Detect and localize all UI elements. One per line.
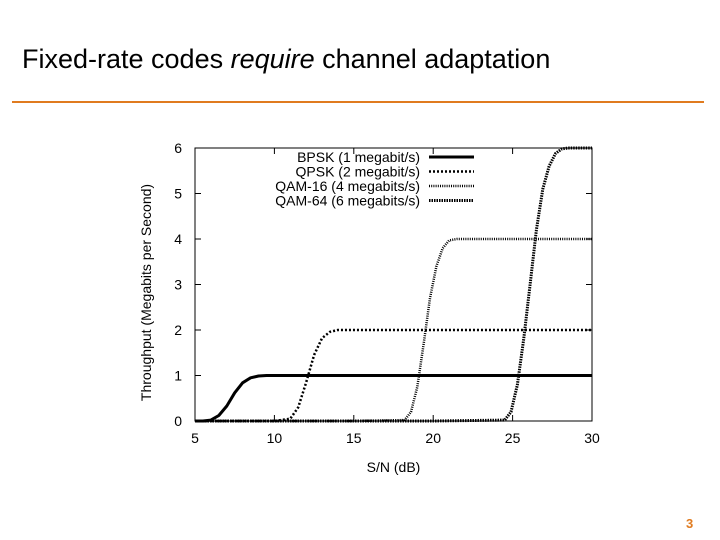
y-tick-label: 0 [174, 413, 182, 429]
legend-label-3: QAM-16 (4 megabits/s) [275, 178, 420, 194]
x-tick-label: 20 [425, 430, 441, 446]
x-tick-label: 5 [191, 430, 199, 446]
y-tick-label: 5 [174, 186, 182, 202]
x-tick-label: 25 [505, 430, 521, 446]
title-emphasis: require [230, 44, 315, 74]
y-tick-label: 2 [174, 322, 182, 338]
legend-label-1: BPSK (1 megabit/s) [297, 149, 420, 165]
y-tick-label: 1 [174, 368, 182, 384]
x-tick-label: 30 [584, 430, 600, 446]
x-tick-label: 10 [267, 430, 283, 446]
series-line-1 [195, 374, 592, 423]
legend-label-2: QPSK (2 megabit/s) [296, 164, 421, 180]
series-line-3 [195, 237, 592, 423]
series-line-4 [195, 146, 592, 423]
y-tick-label: 6 [174, 140, 182, 156]
title-text-part: channel adaptation [314, 44, 551, 74]
title-underline-rule [12, 101, 704, 103]
y-tick-label: 3 [174, 277, 182, 293]
series-line-2 [195, 328, 592, 423]
y-tick-label: 4 [174, 231, 182, 247]
x-axis-label: S/N (dB) [367, 459, 421, 475]
title-text-part: Fixed-rate codes [22, 44, 231, 74]
page-number: 3 [686, 516, 694, 531]
x-tick-label: 15 [346, 430, 362, 446]
y-axis-label: Throughput (Megabits per Second) [138, 184, 154, 401]
legend-label-4: QAM-64 (6 megabits/s) [275, 193, 420, 209]
slide-title: Fixed-rate codes require channel adaptat… [22, 44, 550, 75]
